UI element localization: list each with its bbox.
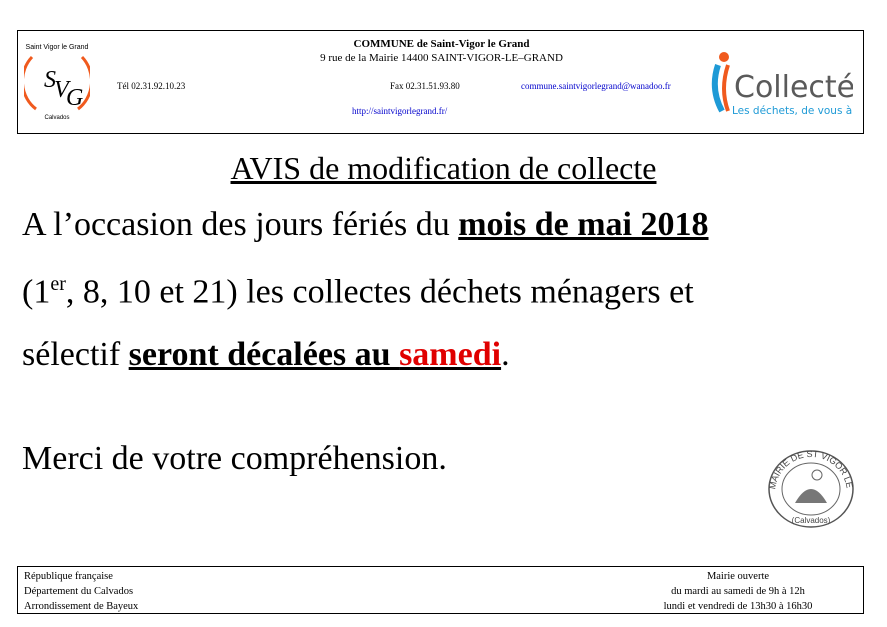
website-link[interactable]: http://saintvigorlegrand.fr/ <box>352 106 448 116</box>
svg-text:G: G <box>66 85 83 111</box>
line1-text: A l’occasion des jours fériés du <box>22 206 459 243</box>
line2-open: (1 <box>22 273 51 311</box>
svg-text:Saint Vigor le Grand: Saint Vigor le Grand <box>26 44 89 51</box>
commune-name: COMMUNE de Saint-Vigor le Grand <box>353 38 530 50</box>
email-link[interactable]: commune.saintvigorlegrand@wanadoo.fr <box>521 81 671 91</box>
footer-right-line: du mardi au samedi de 9h à 12h <box>671 586 805 597</box>
fax: Fax 02.31.51.93.80 <box>390 81 460 91</box>
month-highlight: mois de mai 2018 <box>458 206 709 243</box>
notice-line-2: (1er, 8, 10 et 21) les collectes déchets… <box>22 273 694 311</box>
thanks-line: Merci de votre compréhension. <box>22 440 447 477</box>
footer-right-line: Mairie ouverte <box>706 571 770 582</box>
line3-text: sélectif <box>22 336 129 373</box>
footer-left-line: République française <box>24 571 113 582</box>
svg-text:Calvados: Calvados <box>44 115 69 121</box>
footer-hours: Mairie ouverte du mardi au samedi de 9h … <box>618 569 858 614</box>
saturday-highlight: samedi <box>399 336 502 373</box>
line2-text: , 8, 10 et 21) les collectes déchets mén… <box>65 273 694 311</box>
footer-admin: République française Département du Calv… <box>24 569 138 614</box>
notice-line-3: sélectif seront décalées au samedi. <box>22 336 510 374</box>
svg-text:S: S <box>44 67 56 93</box>
footer-right-line: lundi et vendredi de 13h30 à 16h30 <box>663 601 813 612</box>
svg-text:V: V <box>54 77 71 103</box>
phone: Tél 02.31.92.10.23 <box>117 81 186 91</box>
footer-left-line: Arrondissement de Bayeux <box>24 601 139 612</box>
postponed-highlight: seront décalées au <box>128 336 400 373</box>
svg-text:MAIRIE DE ST VIGOR LE GRAND: MAIRIE DE ST VIGOR LE GRAND <box>765 445 855 491</box>
letterhead: Saint Vigor le Grand S V G Calvados COMM… <box>17 30 864 134</box>
notice-line-1: A l’occasion des jours fériés du mois de… <box>22 206 709 244</box>
svg-text:(Calvados): (Calvados) <box>792 516 831 525</box>
notice-title: AVIS de modification de collecte <box>230 150 657 186</box>
svg-text:Les déchets, de vous à nous: Les déchets, de vous à nous <box>732 105 853 117</box>
ordinal-suffix: er <box>50 273 66 295</box>
commune-address: 9 rue de la Mairie 14400 SAINT-VIGOR-LE–… <box>320 52 563 64</box>
collectea-logo: Collectéa Les déchets, de vous à nous <box>711 52 853 117</box>
svg-text:Collectéa: Collectéa <box>734 70 853 105</box>
commune-logo: Saint Vigor le Grand S V G Calvados <box>24 44 90 121</box>
footer-box: République française Département du Calv… <box>17 566 864 614</box>
mairie-stamp: MAIRIE DE ST VIGOR LE GRAND (Calvados) <box>765 445 855 528</box>
footer-left-line: Département du Calvados <box>24 586 134 597</box>
line3-end: . <box>501 336 510 373</box>
